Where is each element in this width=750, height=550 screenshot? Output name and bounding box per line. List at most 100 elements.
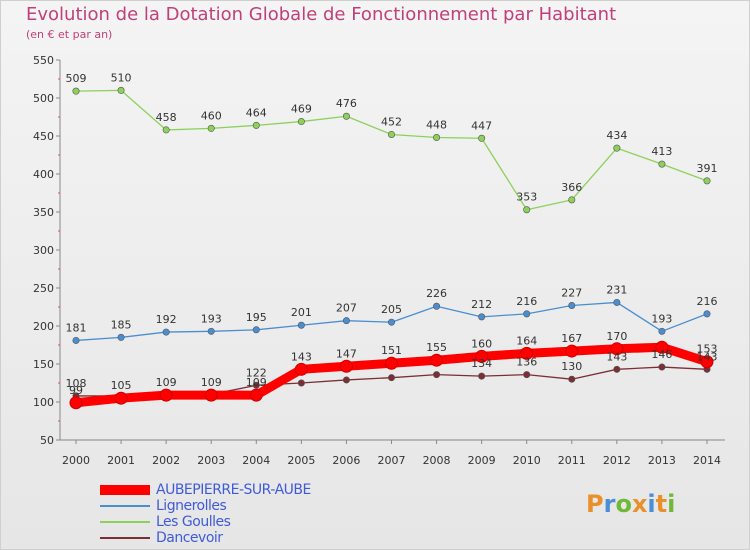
legend-label-lignerolles: Lignerolles [156,498,227,514]
data-point [342,317,350,325]
data-label: 448 [426,119,447,132]
data-point [117,86,125,94]
data-label: 109 [201,376,222,389]
data-label: 151 [381,344,402,357]
data-label: 109 [156,376,177,389]
data-label: 195 [246,311,267,324]
x-tick-label: 2010 [513,454,541,467]
data-label: 170 [606,330,627,343]
data-point [478,134,486,142]
data-point [297,118,305,126]
data-label: 469 [291,103,312,116]
data-label: 108 [66,377,87,390]
data-label: 143 [606,350,627,363]
logo-letter: i [667,490,676,518]
data-label: 391 [697,162,718,175]
data-label: 201 [291,306,312,319]
legend-label-dancevoir: Dancevoir [156,530,223,546]
x-tick-label: 2007 [378,454,406,467]
data-point [72,336,80,344]
x-tick-label: 2001 [107,454,135,467]
data-label: 510 [111,71,132,84]
data-point [117,333,125,341]
y-tick-label: 250 [33,282,54,295]
data-point [114,391,128,405]
y-tick-label: 50 [40,434,54,447]
legend-label-les-goulles: Les Goulles [156,514,231,530]
data-label: 130 [561,360,582,373]
data-label: 185 [111,318,132,331]
data-point [252,121,260,129]
data-point [342,376,350,384]
data-point [610,342,624,356]
x-tick-label: 2011 [558,454,586,467]
data-label: 99 [69,384,83,397]
logo-letter: i [647,490,656,518]
data-point [339,359,353,373]
proxiti-logo: Proxiti [586,490,675,518]
data-label: 143 [697,350,718,363]
data-label: 366 [561,181,582,194]
data-label: 227 [561,286,582,299]
data-point [565,344,579,358]
data-label: 226 [426,287,447,300]
data-point [613,298,621,306]
data-point [252,326,260,334]
y-tick-label: 100 [33,396,54,409]
data-point [520,346,534,360]
y-tick-label: 450 [33,130,54,143]
legend-swatch-lignerolles [100,505,150,507]
data-point [162,126,170,134]
data-point [433,134,441,142]
x-tick-label: 2014 [693,454,721,467]
data-point [207,327,215,335]
data-point [703,177,711,185]
data-point [72,87,80,95]
data-point [159,388,173,402]
data-point [613,144,621,152]
x-tick-label: 2006 [332,454,360,467]
data-point [658,363,666,371]
data-point [69,396,83,410]
data-label: 434 [606,129,627,142]
data-point [297,379,305,387]
data-point [387,130,395,138]
data-point [478,313,486,321]
data-label: 216 [516,295,537,308]
data-label: 207 [336,302,357,315]
logo-letter: r [603,490,616,518]
data-label: 192 [156,313,177,326]
data-label: 167 [561,332,582,345]
x-tick-label: 2008 [423,454,451,467]
x-tick-label: 2002 [152,454,180,467]
x-tick-label: 2004 [242,454,270,467]
data-point [658,160,666,168]
data-label: 164 [516,334,537,347]
y-tick-label: 350 [33,206,54,219]
data-point [523,310,531,318]
data-label: 447 [471,119,492,132]
logo-letter: x [631,490,648,518]
data-label: 105 [111,379,132,392]
data-point [387,318,395,326]
chart-title: Evolution de la Dotation Globale de Fonc… [26,4,617,25]
data-label: 136 [516,356,537,369]
y-tick-label: 500 [33,92,54,105]
x-tick-label: 2012 [603,454,631,467]
data-label: 212 [471,298,492,311]
data-label: 231 [606,283,627,296]
data-label: 181 [66,321,87,334]
data-point [568,375,576,383]
data-point [523,371,531,379]
data-point [475,349,489,363]
data-label: 193 [201,312,222,325]
data-label: 160 [471,337,492,350]
data-label: 464 [246,106,267,119]
data-label: 122 [246,366,267,379]
legend-swatch-dancevoir [100,537,150,539]
data-label: 147 [336,347,357,360]
y-tick-label: 550 [33,54,54,67]
logo-letter: o [615,490,632,518]
y-tick-label: 300 [33,244,54,257]
data-label: 476 [336,97,357,110]
